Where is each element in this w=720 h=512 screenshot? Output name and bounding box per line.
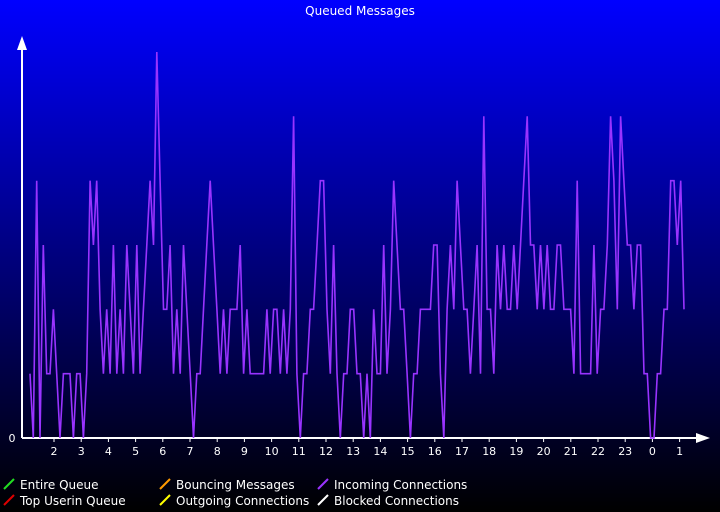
- x-tick-label: 1: [676, 445, 683, 458]
- axes: 0: [9, 36, 710, 445]
- legend-item-top-userin-queue: Top Userin Queue: [3, 494, 126, 508]
- legend-item-incoming-connections: Incoming Connections: [317, 478, 467, 492]
- legend-swatch: [159, 494, 171, 506]
- legend-swatch: [159, 478, 171, 490]
- legend-item-blocked-connections: Blocked Connections: [317, 494, 459, 508]
- x-ticks: 2 3 4 5 6 7 8 9 10 11 12 13 14 15 16 17 18 19 20 21 22 23 0 1: [51, 438, 683, 458]
- x-tick-label: 19: [509, 445, 523, 458]
- legend-label: Bouncing Messages: [176, 478, 295, 492]
- x-tick-label: 21: [564, 445, 578, 458]
- legend-swatch: [3, 478, 15, 490]
- x-tick-label: 14: [373, 445, 387, 458]
- x-tick-label: 8: [214, 445, 221, 458]
- legend-swatch: [317, 478, 329, 490]
- x-tick-label: 2: [51, 445, 58, 458]
- x-tick-label: 18: [482, 445, 496, 458]
- legend-label: Incoming Connections: [334, 478, 467, 492]
- legend: Entire Queue Top Userin Queue Bouncing Mes…: [3, 478, 467, 508]
- x-tick-label: 12: [319, 445, 333, 458]
- legend-label: Top Userin Queue: [19, 494, 126, 508]
- legend-label: Blocked Connections: [334, 494, 459, 508]
- x-tick-label: 0: [649, 445, 656, 458]
- x-tick-label: 4: [105, 445, 112, 458]
- series-line-incoming-connections: [29, 51, 685, 439]
- x-tick-label: 20: [537, 445, 551, 458]
- chart-title: Queued Messages: [305, 4, 415, 18]
- x-tick-label: 13: [346, 445, 360, 458]
- x-tick-label: 9: [241, 445, 248, 458]
- x-axis-arrow: [696, 433, 710, 443]
- legend-swatch: [3, 494, 15, 506]
- y-axis-arrow: [17, 36, 27, 50]
- x-tick-label: 10: [265, 445, 279, 458]
- legend-item-bouncing-messages: Bouncing Messages: [159, 478, 295, 492]
- x-tick-label: 16: [428, 445, 442, 458]
- x-tick-label: 22: [591, 445, 605, 458]
- x-tick-label: 11: [292, 445, 306, 458]
- x-tick-label: 17: [455, 445, 469, 458]
- x-tick-label: 3: [78, 445, 85, 458]
- legend-label: Entire Queue: [20, 478, 99, 492]
- x-tick-label: 15: [401, 445, 415, 458]
- x-tick-label: 5: [132, 445, 139, 458]
- legend-swatch: [317, 494, 329, 506]
- x-tick-label: 6: [159, 445, 166, 458]
- legend-item-outgoing-connections: Outgoing Connections: [159, 494, 309, 508]
- legend-label: Outgoing Connections: [176, 494, 309, 508]
- series-layer: [29, 51, 685, 439]
- y-tick-label: 0: [9, 432, 16, 445]
- legend-item-entire-queue: Entire Queue: [3, 478, 99, 492]
- x-tick-label: 7: [187, 445, 194, 458]
- x-tick-label: 23: [618, 445, 632, 458]
